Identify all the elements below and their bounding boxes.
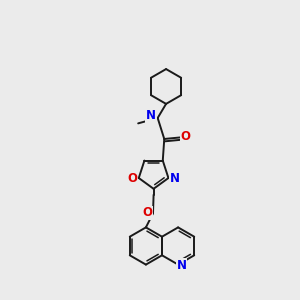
Text: O: O bbox=[128, 172, 138, 184]
Text: O: O bbox=[142, 206, 153, 219]
Text: N: N bbox=[146, 110, 156, 122]
Text: O: O bbox=[180, 130, 190, 143]
Text: N: N bbox=[169, 172, 179, 184]
Text: N: N bbox=[177, 259, 187, 272]
